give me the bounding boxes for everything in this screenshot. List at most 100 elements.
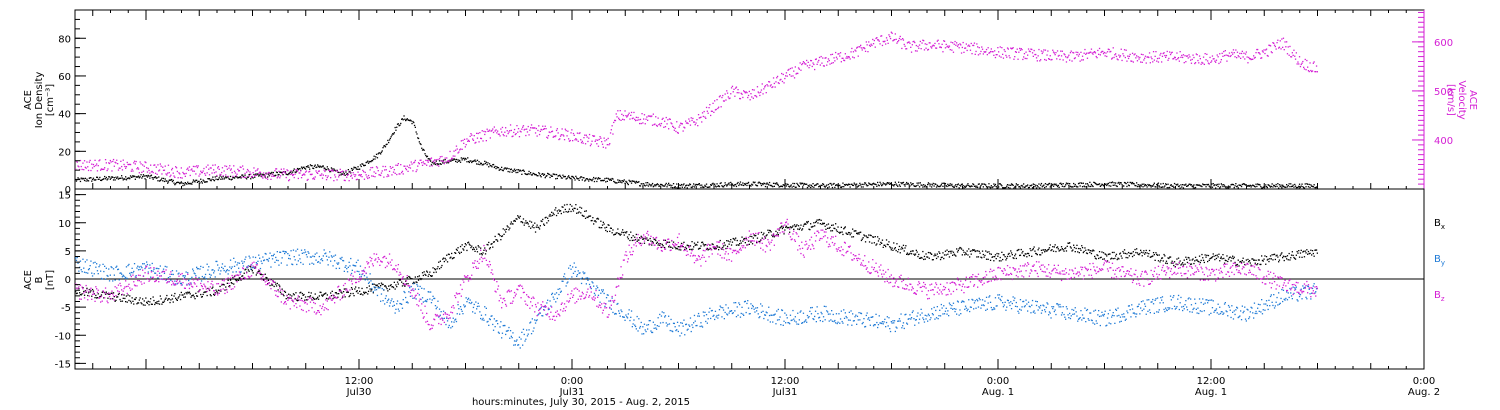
density-point xyxy=(536,175,538,177)
bx-point xyxy=(956,251,959,253)
density-point xyxy=(654,184,656,186)
velocity-point xyxy=(827,58,830,60)
bx-point xyxy=(1298,256,1301,258)
bx-point xyxy=(1139,252,1141,255)
bx-point xyxy=(1240,261,1243,264)
velocity-point xyxy=(864,50,867,52)
velocity-point xyxy=(1295,52,1297,54)
bx-point xyxy=(891,247,893,249)
velocity-point xyxy=(461,148,463,150)
density-point xyxy=(431,162,433,164)
velocity-point xyxy=(764,86,766,88)
density-point xyxy=(325,169,327,171)
bx-point xyxy=(126,301,128,303)
velocity-point xyxy=(1026,57,1028,60)
velocity-point xyxy=(123,163,125,166)
velocity-point xyxy=(802,61,805,63)
velocity-point xyxy=(1209,56,1211,59)
density-point xyxy=(568,176,571,179)
bx-point xyxy=(1303,250,1305,252)
bx-point xyxy=(668,246,670,248)
density-point xyxy=(590,179,592,181)
density-point xyxy=(880,183,882,185)
velocity-point xyxy=(335,169,337,172)
bx-point xyxy=(1023,254,1025,257)
density-point xyxy=(718,185,721,188)
bx-point xyxy=(366,287,368,289)
velocity-point xyxy=(783,82,785,84)
bx-point xyxy=(413,281,415,283)
velocity-point xyxy=(1073,57,1076,60)
velocity-point xyxy=(918,44,921,46)
bx-point xyxy=(707,249,709,251)
bx-point xyxy=(447,253,450,255)
velocity-point xyxy=(1246,56,1248,58)
bx-point xyxy=(1012,257,1014,259)
bx-point xyxy=(893,248,896,250)
bx-point xyxy=(200,296,203,298)
bx-point xyxy=(477,245,479,247)
bx-point xyxy=(216,290,218,293)
density-point xyxy=(814,184,816,187)
density-point xyxy=(1142,186,1144,188)
bx-point xyxy=(524,222,526,224)
density-point xyxy=(950,184,952,187)
by-point xyxy=(87,269,90,271)
density-point xyxy=(1176,184,1178,186)
bx-point xyxy=(739,243,741,245)
density-point xyxy=(380,151,383,153)
bx-point xyxy=(206,294,208,297)
velocity-point xyxy=(451,157,454,160)
density-point xyxy=(563,176,565,178)
bx-point xyxy=(667,241,669,243)
bx-point xyxy=(484,247,486,249)
bx-point xyxy=(114,300,116,302)
bx-point xyxy=(273,285,275,288)
velocity-point xyxy=(797,72,799,75)
bx-point xyxy=(721,248,723,250)
density-point xyxy=(1069,183,1071,185)
velocity-point xyxy=(125,166,128,168)
bx-point xyxy=(388,288,391,290)
bx-point xyxy=(655,239,657,242)
density-point xyxy=(1079,185,1081,187)
by-point xyxy=(97,273,99,275)
density-point xyxy=(618,179,621,182)
density-point xyxy=(354,167,356,169)
velocity-point xyxy=(403,165,405,167)
by-point xyxy=(146,263,149,266)
velocity-point xyxy=(362,169,364,172)
bx-point xyxy=(316,297,318,300)
bx-point xyxy=(394,288,396,290)
density-point xyxy=(392,133,394,135)
density-point xyxy=(693,183,695,185)
velocity-point xyxy=(494,130,496,132)
velocity-point xyxy=(115,162,117,164)
bx-point xyxy=(1092,249,1094,251)
density-point xyxy=(159,179,161,182)
velocity-point xyxy=(533,127,535,129)
bx-point xyxy=(969,256,971,258)
by-point xyxy=(221,263,224,265)
bx-point xyxy=(973,249,975,251)
density-point xyxy=(1312,186,1314,188)
bx-point xyxy=(691,241,693,243)
density-point xyxy=(331,168,333,170)
bx-point xyxy=(562,206,564,208)
density-point xyxy=(1213,184,1215,187)
bx-point xyxy=(167,299,169,301)
density-point xyxy=(87,180,89,182)
bx-point xyxy=(122,297,124,299)
bx-point xyxy=(592,217,594,219)
by-point xyxy=(285,251,287,253)
density-point xyxy=(797,183,799,186)
velocity-point xyxy=(542,125,544,127)
bx-point xyxy=(125,295,128,297)
density-point xyxy=(1198,184,1201,186)
velocity-point xyxy=(1219,53,1221,55)
density-point xyxy=(577,178,579,180)
density-point xyxy=(422,148,424,151)
velocity-point xyxy=(1276,42,1278,44)
bx-point xyxy=(267,279,270,281)
velocity-point xyxy=(102,168,104,171)
